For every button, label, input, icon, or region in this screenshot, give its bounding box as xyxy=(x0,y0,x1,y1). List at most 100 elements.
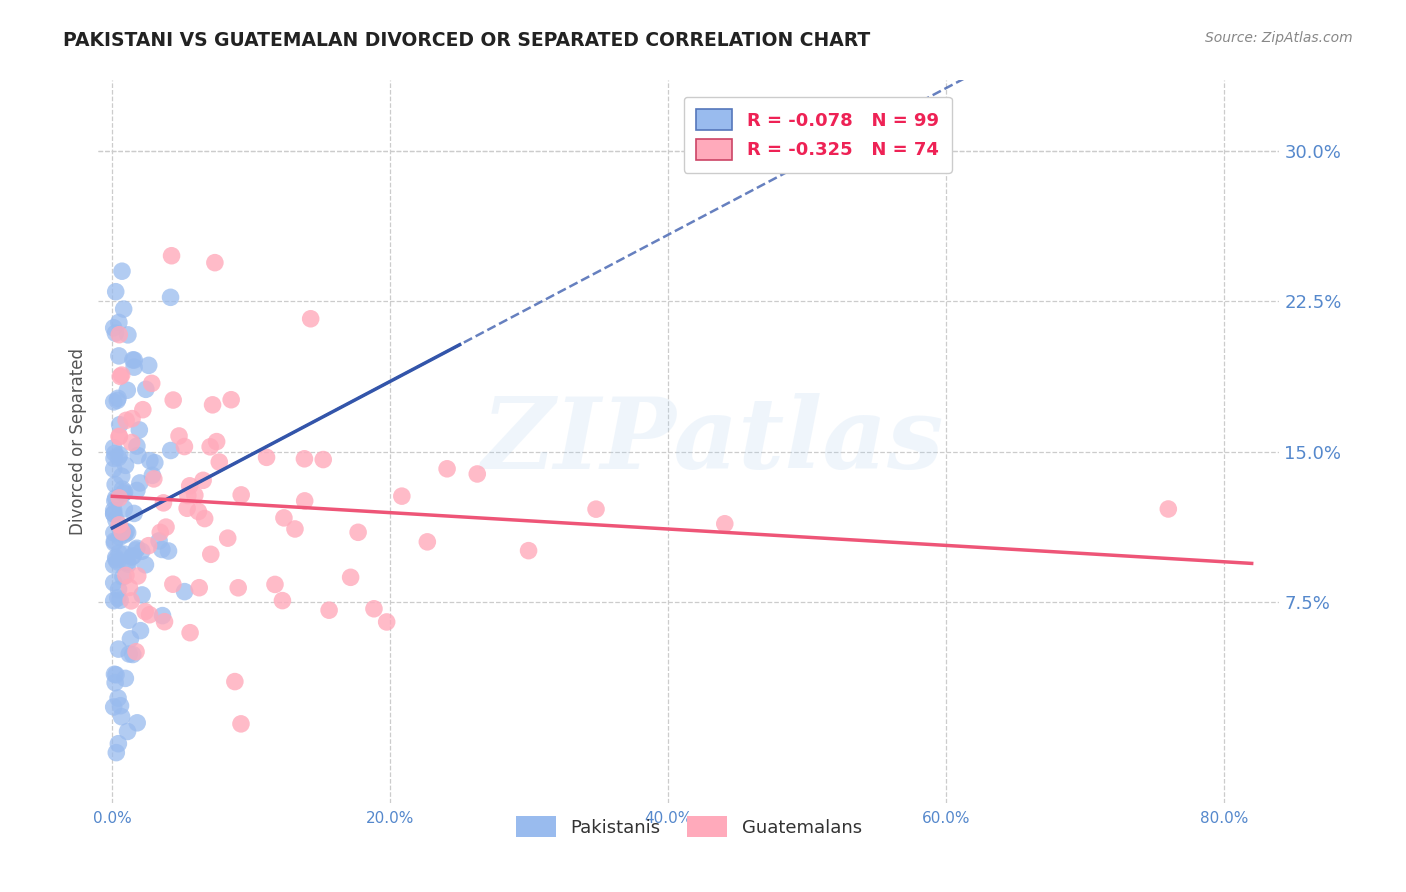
Point xyxy=(117,525,139,540)
Point xyxy=(120,632,142,646)
Point xyxy=(201,398,224,412)
Point xyxy=(111,264,134,278)
Point xyxy=(436,462,458,476)
Point xyxy=(104,491,127,505)
Point xyxy=(115,524,138,539)
Point xyxy=(231,488,253,502)
Point xyxy=(103,507,125,521)
Point xyxy=(294,494,316,508)
Point xyxy=(115,568,138,582)
Point xyxy=(134,605,156,619)
Point xyxy=(179,479,201,493)
Point xyxy=(103,462,125,476)
Point xyxy=(103,441,125,455)
Point xyxy=(108,448,131,462)
Point xyxy=(105,393,128,408)
Point xyxy=(159,443,181,458)
Point xyxy=(120,594,142,608)
Point xyxy=(127,449,149,463)
Point xyxy=(107,582,129,597)
Point xyxy=(125,439,148,453)
Point xyxy=(108,517,131,532)
Legend: Pakistanis, Guatemalans: Pakistanis, Guatemalans xyxy=(509,809,869,845)
Point xyxy=(111,482,134,496)
Point xyxy=(103,525,125,540)
Point xyxy=(138,607,160,622)
Point xyxy=(153,615,176,629)
Point xyxy=(142,472,165,486)
Point xyxy=(108,491,131,505)
Point xyxy=(108,530,131,544)
Point xyxy=(139,453,162,467)
Point xyxy=(173,440,195,454)
Point xyxy=(103,575,125,590)
Point xyxy=(162,392,184,407)
Point xyxy=(103,700,125,714)
Point xyxy=(104,446,127,460)
Text: PAKISTANI VS GUATEMALAN DIVORCED OR SEPARATED CORRELATION CHART: PAKISTANI VS GUATEMALAN DIVORCED OR SEPA… xyxy=(63,31,870,50)
Point xyxy=(219,392,242,407)
Point xyxy=(125,483,148,498)
Point xyxy=(121,648,143,662)
Point xyxy=(141,376,163,391)
Point xyxy=(115,413,138,427)
Point xyxy=(114,458,136,473)
Point xyxy=(132,402,155,417)
Point xyxy=(155,520,177,534)
Point xyxy=(117,613,139,627)
Point xyxy=(107,737,129,751)
Point xyxy=(117,327,139,342)
Point xyxy=(226,581,249,595)
Point xyxy=(118,581,141,595)
Point xyxy=(127,715,149,730)
Point xyxy=(107,691,129,706)
Point xyxy=(179,625,201,640)
Point xyxy=(122,353,145,368)
Point xyxy=(177,489,200,503)
Point xyxy=(191,473,214,487)
Point xyxy=(143,456,166,470)
Point xyxy=(111,368,134,383)
Point xyxy=(103,593,125,607)
Point xyxy=(217,531,239,545)
Point xyxy=(118,647,141,661)
Text: Source: ZipAtlas.com: Source: ZipAtlas.com xyxy=(1205,31,1353,45)
Point xyxy=(110,710,132,724)
Point xyxy=(111,524,134,539)
Point xyxy=(105,746,128,760)
Point xyxy=(114,527,136,541)
Point xyxy=(204,255,226,269)
Point xyxy=(347,525,370,540)
Point xyxy=(107,450,129,465)
Point xyxy=(159,290,181,304)
Y-axis label: Divorced or Separated: Divorced or Separated xyxy=(69,348,87,535)
Point xyxy=(294,451,316,466)
Point xyxy=(104,675,127,690)
Point xyxy=(103,503,125,517)
Point xyxy=(108,315,131,329)
Point xyxy=(117,558,139,572)
Point xyxy=(117,383,139,397)
Point xyxy=(416,534,439,549)
Point xyxy=(312,452,335,467)
Point xyxy=(103,321,125,335)
Point xyxy=(114,547,136,561)
Point xyxy=(110,369,132,384)
Point xyxy=(256,450,278,465)
Point xyxy=(111,469,134,483)
Point xyxy=(176,501,198,516)
Point xyxy=(107,591,129,605)
Point xyxy=(363,601,385,615)
Point xyxy=(188,581,211,595)
Point xyxy=(125,541,148,556)
Point xyxy=(128,423,150,437)
Point xyxy=(114,672,136,686)
Point xyxy=(122,549,145,563)
Point xyxy=(104,550,127,565)
Point xyxy=(138,539,160,553)
Point xyxy=(167,429,190,443)
Point xyxy=(110,698,132,713)
Point xyxy=(108,430,131,444)
Point xyxy=(391,489,413,503)
Point xyxy=(208,455,231,469)
